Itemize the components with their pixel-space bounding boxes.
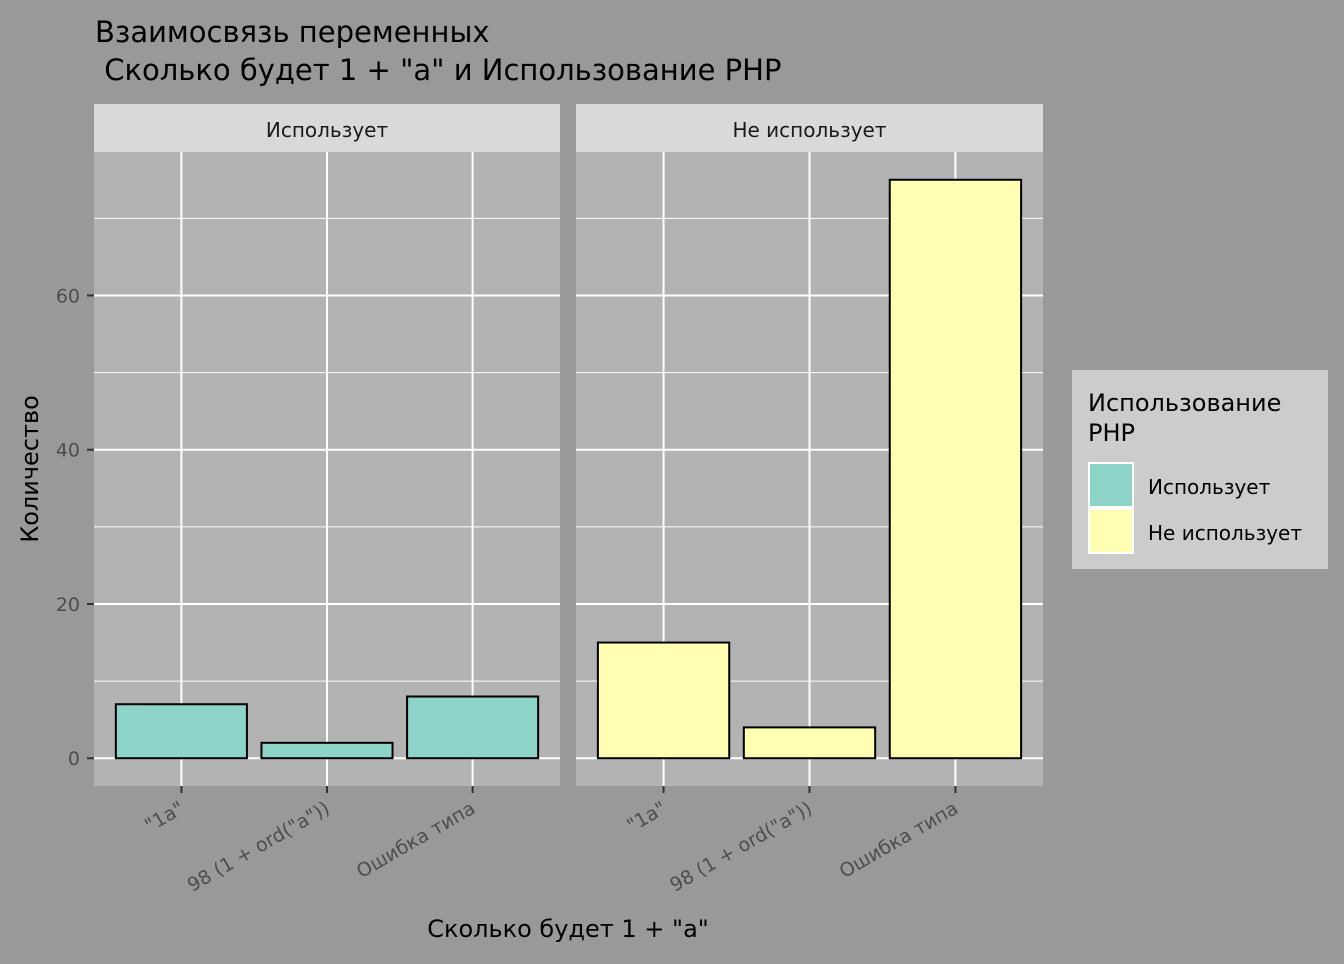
y-tick-label: 20 [56, 594, 80, 616]
bar [742, 726, 877, 760]
legend-entry-label: Использует [1148, 475, 1271, 499]
facets-group: Использует"1a"98 (1 + ord("a")) Ошибка ти… [94, 104, 1043, 896]
legend-title-line1: Использование [1088, 389, 1281, 417]
y-axis: 0 20 40 60 [56, 285, 94, 770]
facet-panel: Не использует"1a"98 (1 + ord("a")) Ошибка… [576, 104, 1043, 896]
legend-title-line2: PHP [1088, 419, 1135, 447]
bar [260, 741, 394, 760]
legend: Использование PHP Использует Не используе… [1072, 370, 1328, 569]
bar [596, 641, 731, 760]
y-tick-label: 0 [68, 748, 80, 770]
facet-strip [576, 104, 1043, 152]
y-axis-label: Количество [16, 395, 44, 543]
legend-entry-label: Не использует [1148, 521, 1302, 545]
x-axis-label: Сколько будет 1 + "a" [427, 915, 709, 943]
chart-title-line1: Взаимосвязь переменных [95, 15, 490, 49]
bar [114, 703, 248, 760]
y-tick-label: 60 [56, 285, 80, 307]
legend-entries: Использует Не использует [1088, 462, 1302, 554]
facet-strip [94, 104, 560, 152]
legend-key-swatch [1090, 510, 1132, 552]
bar [406, 695, 540, 760]
facet-strip-label: Использует [266, 118, 389, 142]
facet-strip-label: Не использует [732, 118, 886, 142]
chart-title-line2: Сколько будет 1 + "a" и Использование PH… [95, 53, 781, 87]
facet-panel: Использует"1a"98 (1 + ord("a")) Ошибка ти… [94, 104, 560, 896]
legend-key-swatch [1090, 464, 1132, 506]
y-tick-label: 40 [56, 440, 80, 462]
bar [888, 178, 1023, 760]
